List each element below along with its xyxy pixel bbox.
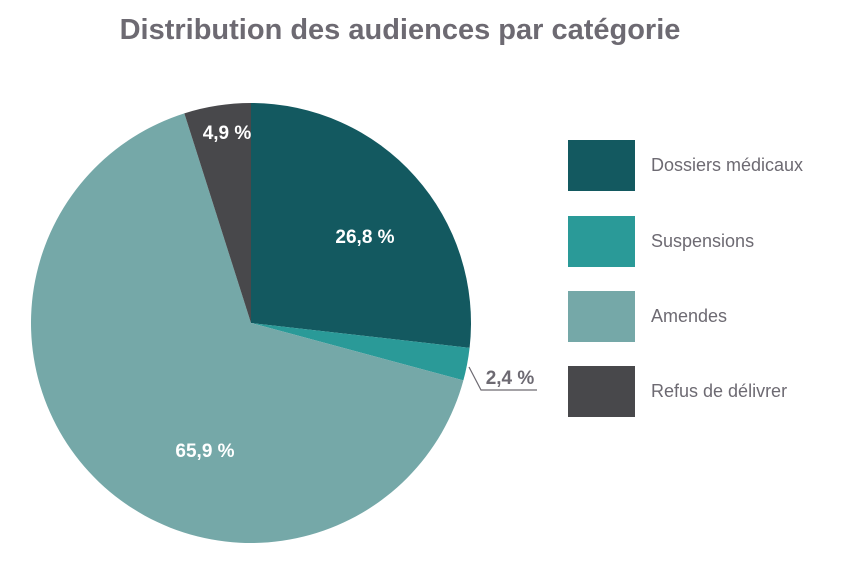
legend-item: Suspensions xyxy=(568,216,754,267)
data-label: 2,4 % xyxy=(486,368,535,389)
pie-slice-3 xyxy=(184,103,251,323)
legend-item: Refus de délivrer xyxy=(568,366,787,417)
pie-slice-1 xyxy=(251,323,470,381)
chart-title: Distribution des audiences par catégorie xyxy=(119,14,681,46)
legend-swatch xyxy=(568,366,635,417)
pie-slice-2 xyxy=(31,113,464,543)
data-label: 4,9 % xyxy=(203,123,252,144)
legend-label: Suspensions xyxy=(651,231,755,251)
data-label: 65,9 % xyxy=(175,441,234,462)
legend-item: Amendes xyxy=(568,291,727,342)
legend-label: Refus de délivrer xyxy=(651,381,788,401)
leader-line xyxy=(468,366,537,391)
legend-swatch xyxy=(568,140,635,191)
data-label: 26,8 % xyxy=(335,227,394,248)
pie-slice-0 xyxy=(251,103,471,348)
legend-swatch xyxy=(568,216,635,267)
legend-label: Amendes xyxy=(651,306,728,326)
legend-label: Dossiers médicaux xyxy=(651,155,804,175)
legend-swatch xyxy=(568,291,635,342)
legend-item: Dossiers médicaux xyxy=(568,140,803,191)
